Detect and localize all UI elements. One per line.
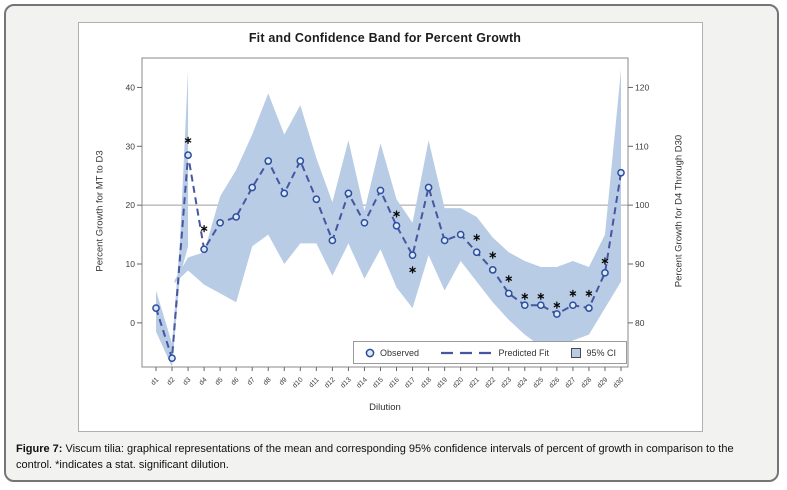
legend-label-ci: 95% CI bbox=[586, 347, 616, 358]
svg-text:0: 0 bbox=[130, 318, 135, 328]
svg-text:d7: d7 bbox=[246, 376, 257, 387]
svg-text:10: 10 bbox=[126, 259, 136, 269]
svg-text:d25: d25 bbox=[532, 376, 545, 389]
svg-text:d3: d3 bbox=[182, 376, 193, 387]
svg-text:d26: d26 bbox=[548, 376, 561, 389]
svg-text:110: 110 bbox=[635, 141, 649, 151]
legend-label-predicted-fit: Predicted Fit bbox=[498, 347, 550, 358]
svg-text:d24: d24 bbox=[516, 376, 529, 389]
chart-panel: 0 10 20 30 40 80 90 100 110 120 d1 d2 d3 d4 d5 d6 d7 d8 d9… bbox=[78, 22, 703, 432]
svg-text:d12: d12 bbox=[324, 376, 337, 389]
predicted-fit-line-icon bbox=[441, 351, 494, 354]
confidence-band bbox=[156, 69, 622, 367]
observed-points bbox=[152, 151, 625, 363]
y-axis-ticks-right: 80 90 100 110 120 bbox=[628, 82, 649, 328]
observed-marker-icon bbox=[365, 348, 375, 357]
svg-text:40: 40 bbox=[126, 82, 136, 92]
svg-text:d5: d5 bbox=[214, 376, 225, 387]
legend-item-ci: 95% CI bbox=[570, 347, 616, 359]
y-axis-label-right: Percent Growth for D4 Through D30 bbox=[673, 134, 685, 288]
y-axis-ticks-left: 0 10 20 30 40 bbox=[126, 82, 142, 328]
svg-text:d1: d1 bbox=[150, 376, 161, 387]
axis-frame bbox=[141, 57, 629, 368]
legend: Observed Predicted Fit 95% CI bbox=[353, 341, 627, 364]
svg-text:d20: d20 bbox=[452, 376, 465, 389]
svg-text:d22: d22 bbox=[484, 376, 497, 389]
svg-text:d14: d14 bbox=[356, 376, 369, 389]
legend-label-observed: Observed bbox=[380, 347, 420, 358]
svg-text:d11: d11 bbox=[308, 376, 321, 389]
svg-text:d9: d9 bbox=[278, 376, 289, 387]
svg-text:100: 100 bbox=[635, 200, 649, 210]
legend-item-observed: Observed bbox=[364, 347, 419, 359]
x-axis-ticks: d1 d2 d3 d4 d5 d6 d7 d8 d9 d10 d11 d12 d13 d14 d15 d16 d… bbox=[150, 367, 625, 390]
svg-text:d17: d17 bbox=[404, 376, 417, 389]
svg-text:d2: d2 bbox=[166, 376, 177, 387]
svg-text:d30: d30 bbox=[612, 376, 625, 389]
svg-text:20: 20 bbox=[126, 200, 136, 210]
chart-title: Fit and Confidence Band for Percent Grow… bbox=[248, 31, 522, 45]
svg-text:d10: d10 bbox=[292, 376, 305, 389]
svg-text:d19: d19 bbox=[436, 376, 449, 389]
figure-caption-text: Viscum tilia: graphical representations … bbox=[16, 443, 734, 471]
svg-text:d23: d23 bbox=[500, 376, 513, 389]
plot-canvas: 0 10 20 30 40 80 90 100 110 120 d1 d2 d3 d4 d5 d6 d7 d8 d9… bbox=[126, 57, 649, 390]
x-axis-label: Dilution bbox=[369, 402, 401, 413]
svg-text:d4: d4 bbox=[198, 376, 209, 387]
svg-text:d28: d28 bbox=[580, 376, 593, 389]
svg-text:30: 30 bbox=[126, 141, 136, 151]
svg-text:d8: d8 bbox=[262, 376, 273, 387]
svg-text:d13: d13 bbox=[340, 376, 353, 389]
y-axis-label-left: Percent Growth for MT to D3 bbox=[94, 150, 106, 272]
svg-text:90: 90 bbox=[635, 259, 645, 269]
figure-caption: Figure 7: Viscum tilia: graphical represe… bbox=[16, 442, 768, 473]
svg-text:d27: d27 bbox=[564, 376, 577, 389]
svg-text:80: 80 bbox=[635, 318, 645, 328]
svg-text:d15: d15 bbox=[372, 376, 385, 389]
figure-caption-label: Figure 7: bbox=[16, 443, 63, 455]
ci-band-swatch-icon bbox=[571, 347, 582, 358]
svg-text:d16: d16 bbox=[388, 376, 401, 389]
svg-text:120: 120 bbox=[635, 82, 649, 92]
legend-item-predicted-fit: Predicted Fit bbox=[440, 348, 549, 358]
svg-text:d6: d6 bbox=[230, 376, 241, 387]
svg-text:d18: d18 bbox=[420, 376, 433, 389]
svg-text:d29: d29 bbox=[596, 376, 609, 389]
svg-text:d21: d21 bbox=[468, 376, 481, 389]
figure-card: 0 10 20 30 40 80 90 100 110 120 d1 d2 d3 d4 d5 d6 d7 d8 d9… bbox=[4, 4, 779, 482]
significance-stars bbox=[184, 136, 609, 309]
